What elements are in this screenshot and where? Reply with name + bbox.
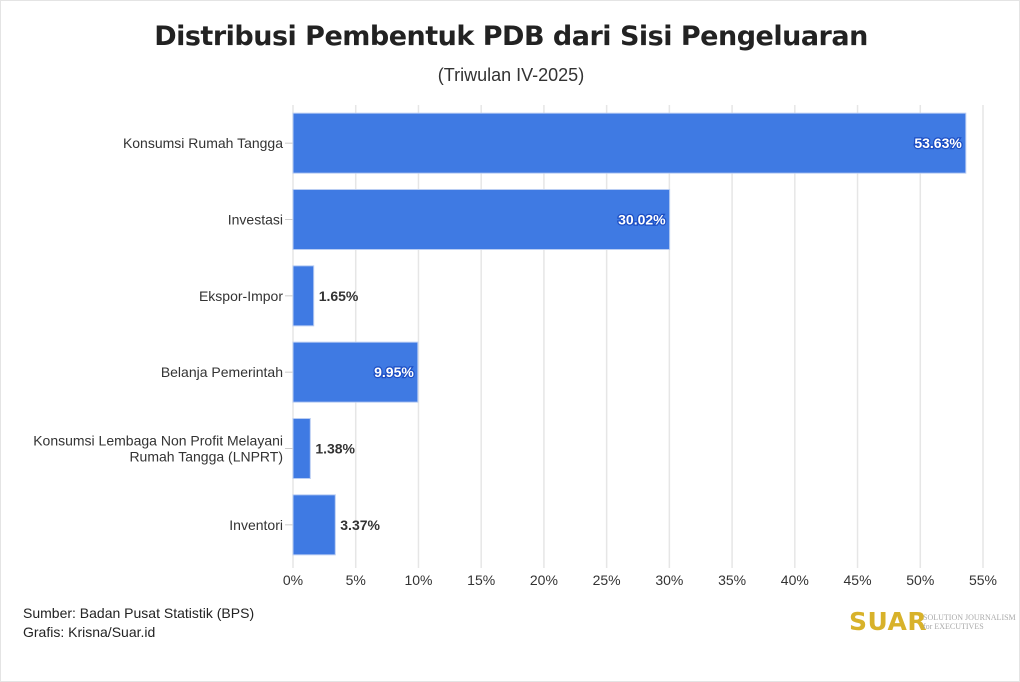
category-label: Rumah Tangga (LNPRT) xyxy=(129,449,283,465)
x-tick-label: 45% xyxy=(844,572,872,588)
category-label: Konsumsi Rumah Tangga xyxy=(123,135,283,151)
category-label: Investasi xyxy=(228,212,283,228)
x-tick-label: 0% xyxy=(283,572,303,588)
source-text: Sumber: Badan Pusat Statistik (BPS) xyxy=(23,605,255,621)
chart-subtitle: (Triwulan IV-2025) xyxy=(437,65,585,85)
bar-chart: 0% 5% 10% 15% 20% 25% 30% 35% 40% 45% 50% 55% Konsum… xyxy=(33,105,997,588)
bar xyxy=(292,418,311,479)
category-label: Inventori xyxy=(229,517,283,533)
x-tick-label: 5% xyxy=(346,572,366,588)
suar-logo: SUAR xyxy=(849,607,928,636)
category-label: Ekspor-Impor xyxy=(199,288,283,304)
data-label: 1.38% xyxy=(315,441,355,457)
category-label: Konsumsi Lembaga Non Profit Melayani xyxy=(33,433,283,449)
x-tick-label: 15% xyxy=(467,572,495,588)
x-tick-label: 40% xyxy=(781,572,809,588)
x-tick-label: 30% xyxy=(655,572,683,588)
x-tick-label: 50% xyxy=(906,572,934,588)
bar xyxy=(292,189,671,250)
bar xyxy=(292,112,967,174)
bar xyxy=(292,494,336,556)
x-tick-label: 55% xyxy=(969,572,997,588)
data-label: 3.37% xyxy=(340,517,380,533)
credit-text: Grafis: Krisna/Suar.id xyxy=(23,624,156,640)
data-label: 1.65% xyxy=(319,288,359,304)
bar xyxy=(292,341,419,403)
data-label: 9.95% xyxy=(374,364,414,380)
logo-tagline: SOLUTION JOURNALISM for EXECUTIVES xyxy=(923,613,1016,631)
bar xyxy=(292,265,315,327)
chart-title: Distribusi Pembentuk PDB dari Sisi Penge… xyxy=(154,21,868,52)
x-tick-label: 25% xyxy=(593,572,621,588)
data-label: 30.02% xyxy=(618,212,666,228)
data-label: 53.63% xyxy=(914,135,962,151)
x-tick-label: 10% xyxy=(404,572,432,588)
x-tick-label: 20% xyxy=(530,572,558,588)
category-label: Belanja Pemerintah xyxy=(161,364,283,380)
x-tick-label: 35% xyxy=(718,572,746,588)
